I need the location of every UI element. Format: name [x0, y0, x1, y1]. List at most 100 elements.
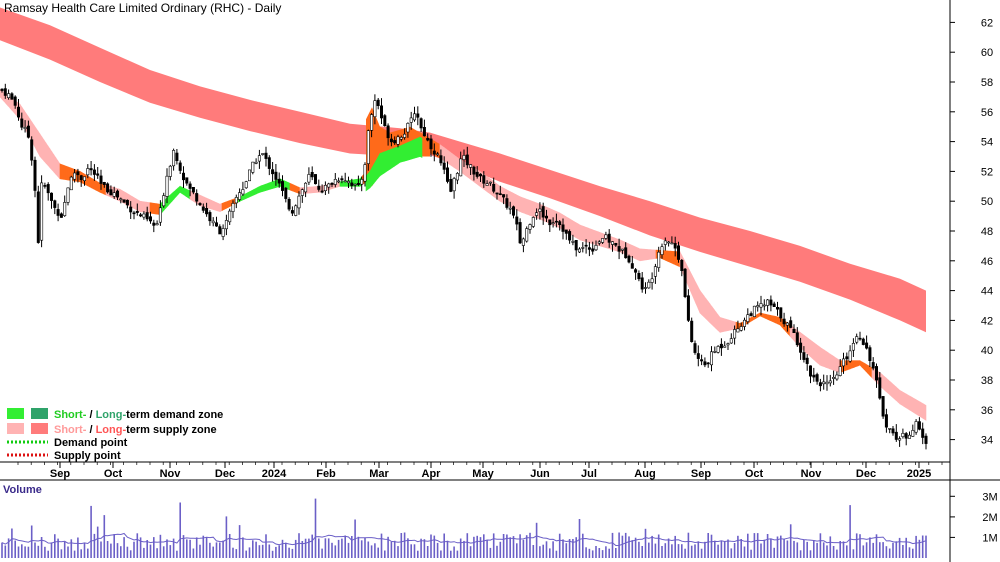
- candle: [248, 169, 252, 182]
- candle: [389, 133, 393, 147]
- price-tick-label: 44: [981, 286, 993, 298]
- candle-body: [502, 194, 506, 198]
- candle-body: [323, 185, 327, 192]
- candle-body: [713, 351, 717, 353]
- candle: [828, 374, 832, 387]
- candle: [924, 433, 928, 450]
- short-demand-segment: [419, 136, 423, 158]
- candle-body: [56, 209, 60, 216]
- candle: [23, 120, 27, 133]
- candle: [264, 146, 268, 167]
- price-tick-label: 52: [981, 166, 993, 178]
- candle-body: [868, 347, 872, 362]
- candle: [465, 146, 469, 169]
- candle-body: [20, 118, 24, 128]
- candle-body: [888, 427, 892, 430]
- candle: [670, 236, 674, 245]
- candle-body: [548, 219, 552, 226]
- candle-body: [89, 168, 93, 171]
- time-tick-label: 2025: [907, 468, 931, 480]
- candle: [696, 345, 700, 367]
- candle-body: [238, 192, 242, 200]
- candle: [508, 201, 512, 215]
- candle: [647, 279, 651, 289]
- candle-body: [205, 208, 209, 215]
- candle: [109, 185, 113, 196]
- candle: [835, 371, 839, 381]
- candle-body: [544, 215, 548, 219]
- candle-body: [643, 287, 647, 289]
- candle: [673, 236, 677, 257]
- candle: [238, 188, 242, 202]
- candle: [795, 327, 799, 347]
- candle-body: [845, 356, 849, 360]
- candle-body: [531, 217, 535, 227]
- candle-body: [69, 176, 73, 191]
- candle: [799, 337, 803, 360]
- candle-body: [858, 337, 862, 340]
- candle: [805, 354, 809, 371]
- candle: [617, 238, 621, 260]
- candle: [855, 333, 859, 345]
- candle: [591, 241, 595, 255]
- candle: [759, 295, 763, 316]
- candle: [7, 89, 11, 100]
- candle-body: [475, 171, 479, 177]
- candle: [89, 161, 93, 176]
- candle: [683, 268, 687, 299]
- candle-body: [914, 421, 918, 433]
- candle-body: [284, 187, 288, 199]
- candle: [871, 357, 875, 371]
- candle-body: [76, 171, 80, 176]
- candle-body: [785, 322, 789, 326]
- legend-supply-long: Long-: [96, 424, 127, 436]
- candle-body: [683, 268, 687, 298]
- candle-body: [703, 361, 707, 366]
- candle-body: [792, 328, 796, 333]
- candle: [228, 208, 232, 225]
- legend-supply-point: Supply point: [54, 450, 121, 462]
- candle: [901, 428, 905, 439]
- candle: [145, 206, 149, 222]
- candle: [650, 272, 654, 290]
- candle: [825, 375, 829, 391]
- candle-body: [228, 210, 232, 223]
- legend-demand-point: Demand point: [54, 437, 128, 449]
- candle: [310, 166, 314, 181]
- candle: [686, 289, 690, 322]
- candle: [505, 194, 509, 210]
- candle: [521, 237, 525, 253]
- candle-body: [568, 231, 572, 241]
- candle: [733, 325, 737, 345]
- candle-body: [733, 329, 737, 339]
- candle-body: [482, 175, 486, 184]
- candle-body: [667, 241, 671, 244]
- candle: [40, 175, 44, 248]
- candle-body: [244, 181, 248, 189]
- candle: [535, 208, 539, 220]
- candle-body: [861, 338, 865, 345]
- candle-body: [564, 229, 568, 234]
- candle-body: [478, 173, 482, 177]
- candle: [660, 243, 664, 259]
- candle: [436, 151, 440, 157]
- candlestick-series: [0, 83, 928, 450]
- legend-supply-sep: /: [86, 424, 95, 436]
- candle-body: [327, 183, 331, 188]
- candle-body: [907, 434, 911, 439]
- candle-body: [340, 178, 344, 181]
- candle: [0, 88, 4, 93]
- candle: [495, 192, 499, 200]
- time-tick-label: Oct: [104, 468, 123, 480]
- candle: [317, 179, 321, 192]
- candle-body: [7, 93, 11, 98]
- candle-body: [241, 189, 245, 195]
- candle-body: [855, 336, 859, 343]
- candle: [43, 182, 47, 189]
- candle: [26, 120, 30, 139]
- candle-body: [320, 190, 324, 193]
- candle-body: [878, 377, 882, 399]
- time-tick-label: Feb: [316, 468, 336, 480]
- candle: [746, 308, 750, 325]
- time-tick-label: May: [472, 468, 494, 480]
